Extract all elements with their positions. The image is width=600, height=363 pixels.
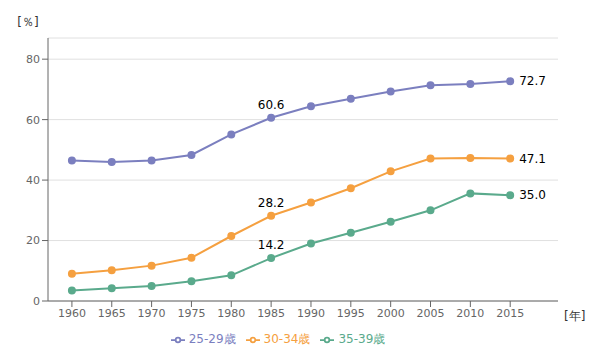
- svg-text:1985: 1985: [257, 307, 285, 320]
- svg-text:1960: 1960: [58, 307, 86, 320]
- svg-text:28.2: 28.2: [258, 196, 285, 210]
- html-text:30-34歳: 30-34歳: [263, 332, 311, 346]
- svg-text:1975: 1975: [177, 307, 205, 320]
- html-text:35-39歳: 35-39歳: [338, 332, 386, 346]
- svg-text:[年]: [年]: [564, 309, 585, 323]
- svg-text:40: 40: [26, 174, 40, 187]
- svg-text:2000: 2000: [377, 307, 405, 320]
- svg-text:1990: 1990: [297, 307, 325, 320]
- svg-text:2010: 2010: [456, 307, 484, 320]
- svg-text:35.0: 35.0: [519, 188, 546, 202]
- svg-text:[％]: [％]: [17, 15, 38, 29]
- svg-text:1995: 1995: [337, 307, 365, 320]
- svg-text:47.1: 47.1: [519, 152, 546, 166]
- svg-text:1970: 1970: [138, 307, 166, 320]
- svg-text:14.2: 14.2: [258, 238, 285, 252]
- svg-text:2015: 2015: [496, 307, 524, 320]
- html-text:25-29歳: 25-29歳: [188, 332, 236, 346]
- svg-text:2005: 2005: [417, 307, 445, 320]
- svg-text:60: 60: [26, 114, 40, 127]
- svg-text:80: 80: [26, 53, 40, 66]
- svg-text:72.7: 72.7: [519, 74, 546, 88]
- svg-text:0: 0: [33, 295, 40, 308]
- svg-text:1965: 1965: [98, 307, 126, 320]
- svg-text:60.6: 60.6: [258, 98, 285, 112]
- svg-text:1980: 1980: [217, 307, 245, 320]
- svg-text:20: 20: [26, 234, 40, 247]
